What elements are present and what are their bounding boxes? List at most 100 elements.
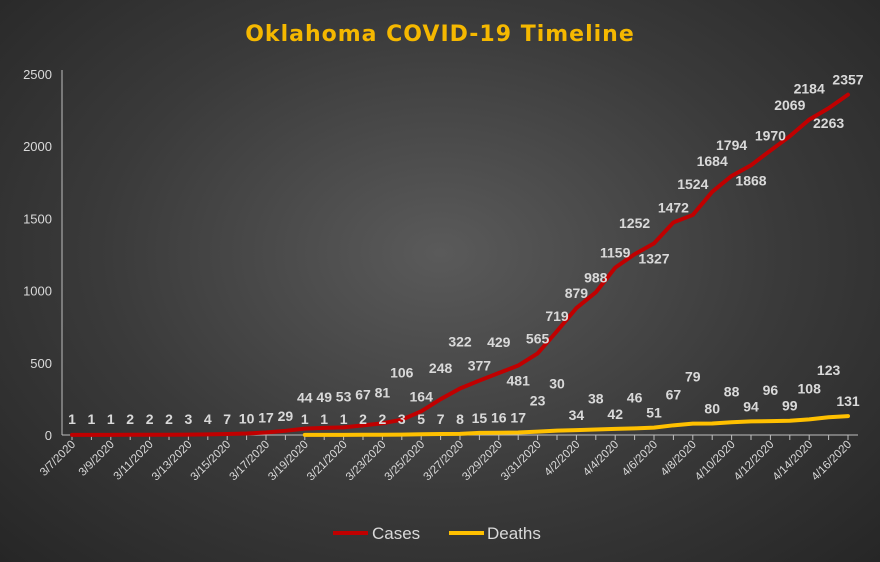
cases-data-label: 1472 [658, 199, 689, 215]
cases-data-label: 429 [487, 334, 511, 350]
deaths-data-label: 7 [437, 411, 445, 427]
cases-data-label: 879 [565, 285, 589, 301]
deaths-data-label: 88 [724, 383, 740, 399]
deaths-data-label: 131 [836, 393, 860, 409]
cases-data-label: 1327 [638, 250, 669, 266]
deaths-data-label: 79 [685, 369, 701, 385]
cases-data-label: 2184 [794, 81, 825, 97]
x-tick-label: 4/14/2020 [771, 439, 816, 484]
cases-data-label: 81 [375, 384, 391, 400]
cases-data-label: 248 [429, 360, 453, 376]
cases-data-label: 377 [468, 358, 492, 374]
deaths-data-label: 51 [646, 405, 662, 421]
y-tick-label: 500 [30, 356, 52, 371]
cases-data-label: 10 [239, 411, 255, 427]
cases-data-label: 1159 [600, 245, 631, 261]
cases-data-label: 1794 [716, 137, 747, 153]
cases-data-label: 988 [584, 269, 608, 285]
cases-data-label: 1970 [755, 128, 786, 144]
cases-data-label: 1 [68, 411, 76, 427]
deaths-data-label: 17 [510, 410, 526, 426]
cases-data-label: 164 [410, 388, 434, 404]
deaths-data-label: 8 [456, 411, 464, 427]
cases-data-label: 3 [185, 411, 193, 427]
x-tick-label: 3/21/2020 [305, 439, 350, 484]
cases-data-label: 2 [165, 411, 173, 427]
deaths-data-label: 2 [359, 411, 367, 427]
deaths-data-label: 42 [607, 406, 623, 422]
legend-deaths-label: Deaths [487, 524, 541, 543]
deaths-data-label: 99 [782, 398, 798, 414]
x-tick-label: 3/13/2020 [150, 439, 195, 484]
cases-data-label: 1252 [619, 215, 650, 231]
y-tick-label: 2000 [23, 139, 52, 154]
deaths-data-label: 16 [491, 410, 507, 426]
cases-data-label: 1 [88, 411, 96, 427]
chart-title: Oklahoma COVID-19 Timeline [245, 22, 635, 47]
cases-data-label: 2069 [774, 97, 805, 113]
deaths-data-label: 34 [569, 407, 585, 423]
x-tick-label: 4/6/2020 [620, 439, 660, 479]
deaths-data-label: 94 [743, 398, 759, 414]
x-tick-label: 3/25/2020 [383, 439, 428, 484]
deaths-data-label: 15 [472, 410, 488, 426]
x-tick-label: 3/27/2020 [421, 439, 466, 484]
x-tick-label: 4/8/2020 [659, 439, 699, 479]
cases-data-label: 2 [126, 411, 134, 427]
deaths-data-label: 1 [340, 411, 348, 427]
deaths-data-label: 96 [763, 382, 779, 398]
deaths-data-label: 3 [398, 411, 406, 427]
x-tick-label: 3/15/2020 [189, 439, 234, 484]
cases-data-label: 1868 [735, 172, 766, 188]
legend: Cases Deaths [333, 524, 541, 543]
deaths-data-label: 123 [817, 362, 841, 378]
deaths-data-label: 67 [666, 386, 682, 402]
y-tick-label: 0 [45, 428, 52, 443]
deaths-data-label: 80 [704, 400, 720, 416]
deaths-data-label: 38 [588, 391, 604, 407]
deaths-data-label: 30 [549, 376, 565, 392]
cases-data-label: 17 [258, 410, 274, 426]
x-tick-label: 4/2/2020 [542, 439, 582, 479]
deaths-line [302, 414, 850, 437]
cases-data-label: 106 [390, 365, 414, 381]
cases-data-label: 565 [526, 330, 550, 346]
x-tick-label: 3/19/2020 [266, 439, 311, 484]
y-tick-label: 1000 [23, 284, 52, 299]
x-tick-label: 4/10/2020 [693, 439, 738, 484]
cases-data-label: 4 [204, 411, 212, 427]
cases-data-label: 1684 [697, 153, 728, 169]
cases-data-label: 481 [507, 373, 531, 389]
cases-data-label: 2357 [832, 72, 863, 88]
cases-data-label: 1524 [677, 176, 708, 192]
cases-data-label: 44 [297, 390, 313, 406]
deaths-data-label: 108 [798, 380, 822, 396]
cases-data-label: 322 [448, 334, 472, 350]
deaths-data-label: 2 [379, 411, 387, 427]
y-tick-label: 2500 [23, 67, 52, 82]
y-tick-label: 1500 [23, 211, 52, 226]
cases-data-label: 7 [223, 411, 231, 427]
x-tick-label: 3/11/2020 [112, 439, 156, 483]
x-tick-label: 3/31/2020 [499, 439, 544, 484]
cases-data-label: 1 [107, 411, 115, 427]
cases-data-label: 67 [355, 386, 371, 402]
deaths-data-label: 1 [301, 411, 309, 427]
x-tick-label: 3/29/2020 [460, 439, 505, 484]
cases-data-label: 49 [316, 389, 332, 405]
cases-data-label: 53 [336, 388, 352, 404]
deaths-data-label: 1 [320, 411, 328, 427]
x-tick-label: 3/9/2020 [77, 439, 117, 479]
deaths-data-label: 5 [417, 411, 425, 427]
cases-data-label: 719 [545, 308, 569, 324]
cases-data-label: 2263 [813, 115, 844, 131]
legend-cases-label: Cases [372, 524, 420, 543]
x-tick-label: 3/23/2020 [344, 439, 389, 484]
x-tick-label: 4/12/2020 [732, 439, 777, 484]
x-tick-label: 4/16/2020 [809, 439, 854, 484]
x-tick-label: 3/7/2020 [38, 439, 78, 479]
deaths-data-label: 46 [627, 389, 643, 405]
deaths-data-label: 23 [530, 393, 546, 409]
cases-data-label: 2 [146, 411, 154, 427]
